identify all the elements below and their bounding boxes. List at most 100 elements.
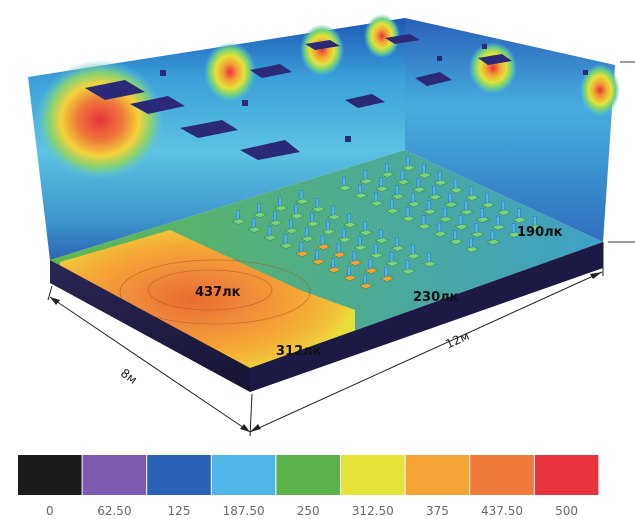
chair [458, 215, 463, 225]
legend-tick-label: 437.50 [481, 504, 523, 518]
color-scale-legend: 0 62.50 125 187.50 250 312.50 375 437.50 500 [18, 455, 599, 518]
wall-light-spot [364, 14, 400, 58]
chair [385, 163, 389, 173]
chair [347, 213, 351, 224]
right-wall [405, 18, 615, 242]
chair [379, 177, 383, 188]
chair [438, 171, 442, 181]
chair [480, 208, 484, 218]
chair [358, 184, 362, 194]
chair [331, 258, 335, 268]
legend-tick-label: 62.50 [97, 504, 131, 518]
ceiling-light-fixture [482, 44, 487, 49]
wall-light-spot [204, 42, 256, 102]
legend-tick-label: 187.50 [223, 504, 265, 518]
ceiling-light-panel [478, 54, 512, 65]
chair [299, 242, 304, 252]
ceiling-light-panel [240, 140, 300, 160]
legend-tick-label: 312.50 [352, 504, 394, 518]
chair [352, 251, 357, 261]
lux-label-230: 230лк [413, 290, 459, 305]
chair [533, 215, 537, 226]
chair [427, 252, 431, 263]
chair [517, 208, 521, 219]
front-side [50, 260, 250, 392]
legend-swatch [147, 455, 211, 495]
chair [390, 199, 394, 210]
legend-swatch [82, 455, 147, 495]
wall-light-spot [35, 60, 165, 180]
wall-light-spot [300, 24, 344, 76]
dimension-12m [249, 242, 604, 433]
chair [347, 266, 351, 276]
legend-swatch [18, 455, 82, 495]
chair [374, 244, 378, 254]
contour-line [119, 259, 311, 325]
chair [363, 221, 367, 231]
chair [299, 190, 304, 200]
chair [406, 156, 410, 167]
ceiling-light-panel [305, 40, 340, 50]
ceiling-lights [85, 34, 588, 160]
legend-swatch [276, 455, 340, 495]
chair [283, 234, 288, 244]
chair [411, 192, 415, 203]
chair [389, 252, 394, 262]
chair [342, 228, 346, 238]
chair [363, 274, 367, 285]
floor-bright-zone [60, 230, 355, 368]
chair [374, 191, 378, 202]
chair [422, 163, 426, 174]
wall-light-spot [580, 64, 620, 116]
legend-tick-label: 125 [168, 504, 191, 518]
chair [320, 235, 325, 245]
lux-label-437: 437лк [195, 285, 241, 300]
chair [496, 215, 500, 226]
lux-label-312: 312лк [276, 344, 322, 359]
legend-tick-label: 500 [555, 504, 578, 518]
chair [326, 220, 330, 230]
legend-tick-label: 375 [426, 504, 449, 518]
chair [305, 227, 309, 237]
chair [453, 178, 458, 189]
chair [294, 204, 298, 215]
chair [278, 196, 282, 207]
legend-swatch [341, 455, 405, 495]
chair [511, 223, 516, 233]
chair [310, 212, 314, 223]
chair [421, 214, 426, 225]
width-dimension-label: 8м [118, 366, 140, 387]
contour-line [147, 269, 273, 311]
chair [405, 207, 410, 217]
chair [490, 230, 495, 241]
chair [443, 207, 447, 218]
ceiling-light-fixture [242, 100, 248, 106]
chair [469, 237, 473, 248]
ceiling-light-fixture [160, 70, 166, 76]
legend-swatch [405, 455, 470, 495]
chair [368, 259, 373, 269]
chair [453, 230, 457, 240]
desk-array [231, 156, 543, 290]
chair [251, 218, 256, 228]
chair [342, 176, 346, 187]
legend-swatch [211, 455, 276, 495]
chair [395, 185, 399, 195]
chair [485, 193, 489, 204]
ceiling-light-panel [250, 64, 292, 78]
ceiling-light-fixture [583, 70, 588, 75]
chair [427, 200, 431, 210]
legend-tick-label: 250 [297, 504, 320, 518]
chair [331, 205, 335, 216]
dimension-8m [47, 285, 253, 437]
chair [358, 236, 362, 246]
chair [405, 260, 410, 270]
chair [464, 200, 468, 211]
chair [273, 211, 277, 221]
ceiling-light-panel [415, 72, 452, 86]
chair [395, 237, 399, 247]
chair [432, 185, 436, 196]
chair [416, 178, 421, 188]
